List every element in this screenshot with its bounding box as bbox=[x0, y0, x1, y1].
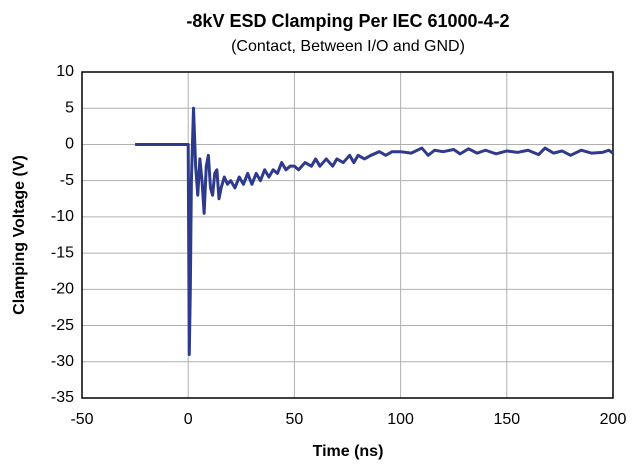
y-tick-label: 5 bbox=[65, 99, 74, 116]
x-tick-label: -50 bbox=[70, 411, 93, 428]
y-axis-label: Clamping Voltage (V) bbox=[11, 155, 28, 315]
y-tick-label: -35 bbox=[51, 389, 74, 406]
y-tick-label: -10 bbox=[51, 208, 74, 225]
data-line bbox=[135, 106, 614, 357]
chart-title: -8kV ESD Clamping Per IEC 61000-4-2 bbox=[186, 11, 509, 31]
plot-frame bbox=[81, 71, 614, 399]
y-tick-label: 10 bbox=[56, 63, 74, 80]
x-tick-label: 100 bbox=[387, 411, 414, 428]
x-tick-label: 200 bbox=[600, 411, 627, 428]
y-tick-label: 0 bbox=[65, 136, 74, 153]
y-tick-label: -30 bbox=[51, 353, 74, 370]
y-tick-label: -5 bbox=[60, 172, 74, 189]
y-tick-label: -15 bbox=[51, 244, 74, 261]
y-tick-label: -20 bbox=[51, 281, 74, 298]
x-tick-label: 50 bbox=[286, 411, 304, 428]
x-tick-label: 0 bbox=[184, 411, 193, 428]
chart-subtitle: (Contact, Between I/O and GND) bbox=[231, 38, 465, 55]
y-tick-label: -25 bbox=[51, 317, 74, 334]
x-tick-label: 150 bbox=[493, 411, 520, 428]
x-axis-label: Time (ns) bbox=[313, 443, 384, 460]
